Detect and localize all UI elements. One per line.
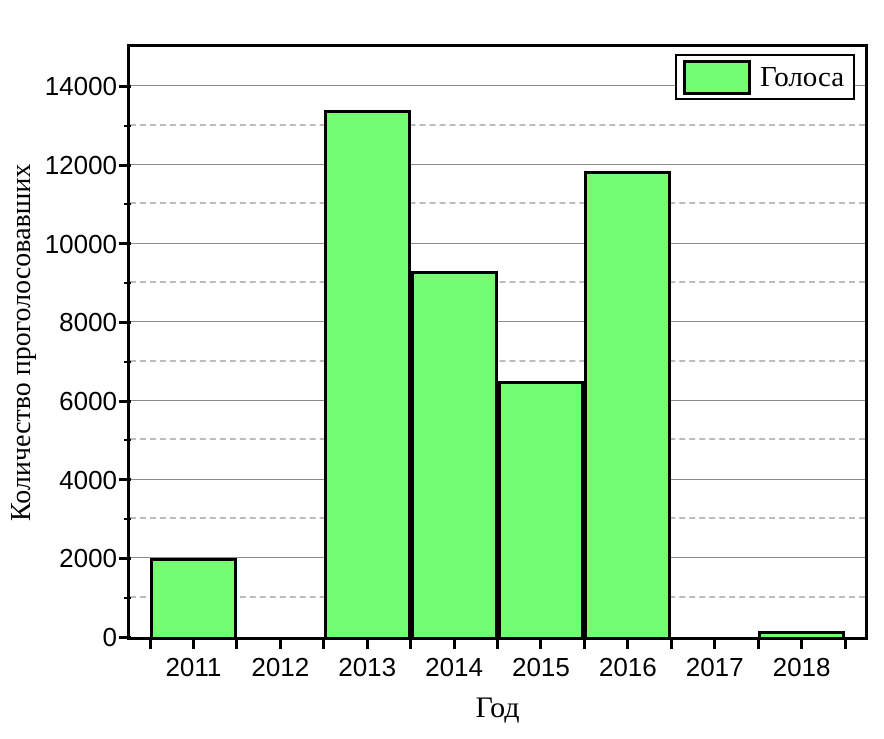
y-minor-tick (124, 596, 131, 599)
bar-2015 (497, 381, 585, 637)
x-tick (756, 640, 760, 649)
x-tick-label: 2011 (165, 652, 222, 682)
x-tick (539, 640, 543, 649)
x-tick-label: 2012 (251, 652, 310, 682)
y-major-tick (119, 84, 131, 88)
y-tick-label: 14000 (44, 71, 117, 102)
y-major-tick (119, 242, 131, 246)
gridline-minor (130, 202, 865, 205)
x-tick (322, 640, 326, 649)
bar-2011 (150, 558, 237, 637)
gridline-major (130, 164, 865, 165)
gridline-major (130, 321, 865, 323)
y-minor-tick (124, 360, 131, 363)
y-minor-tick (124, 282, 131, 284)
x-tick-label: 2018 (772, 652, 831, 682)
gridline-minor (130, 281, 865, 283)
y-tick-label: 10000 (44, 228, 117, 259)
x-tick (409, 640, 413, 649)
bars-layer (130, 47, 865, 637)
y-tick-label: 12000 (44, 150, 117, 180)
gridline-major (130, 242, 865, 244)
gridline-minor (130, 359, 865, 362)
legend-label: Голоса (760, 60, 845, 93)
y-minor-tick (124, 518, 131, 520)
y-tick-label: 8000 (59, 307, 117, 338)
x-tick-label: 2014 (425, 652, 483, 682)
x-tick-label: 2015 (512, 652, 570, 682)
x-axis-title: Год (475, 691, 520, 724)
y-major-tick (119, 163, 131, 167)
x-tick (496, 640, 499, 649)
x-tick (191, 640, 195, 649)
x-tick-label: 2013 (338, 652, 397, 682)
legend: Голоса (675, 54, 856, 100)
x-tick-label: 2017 (685, 652, 744, 682)
bar-2014 (410, 271, 498, 637)
x-tick (713, 640, 717, 649)
x-tick (800, 640, 804, 649)
gridline-major (130, 85, 865, 87)
x-tick (235, 640, 239, 649)
x-tick (626, 640, 630, 649)
y-major-tick (119, 635, 131, 639)
bar-2018 (758, 631, 845, 637)
plot-area: Голоса (127, 44, 868, 640)
bar-2013 (323, 109, 411, 637)
y-major-tick (119, 320, 131, 324)
y-minor-tick (124, 124, 131, 127)
y-major-tick (119, 399, 131, 403)
y-minor-tick (124, 439, 131, 442)
y-major-tick (119, 556, 131, 560)
x-tick (452, 640, 456, 649)
y-tick-label: 4000 (59, 464, 117, 495)
y-tick-label: 2000 (59, 543, 117, 574)
x-tick-label: 2016 (598, 652, 657, 682)
x-tick (148, 640, 152, 649)
gridline-minor (130, 123, 865, 126)
x-tick (843, 640, 847, 649)
y-tick-label: 0 (102, 622, 117, 652)
y-major-tick (119, 478, 131, 482)
y-tick-label: 6000 (59, 386, 117, 416)
bar-2016 (584, 170, 672, 637)
x-tick (582, 640, 586, 649)
x-tick (669, 640, 673, 649)
x-tick (365, 640, 369, 649)
x-tick (278, 640, 282, 649)
y-minor-tick (124, 203, 131, 206)
legend-swatch-icon (683, 59, 751, 95)
